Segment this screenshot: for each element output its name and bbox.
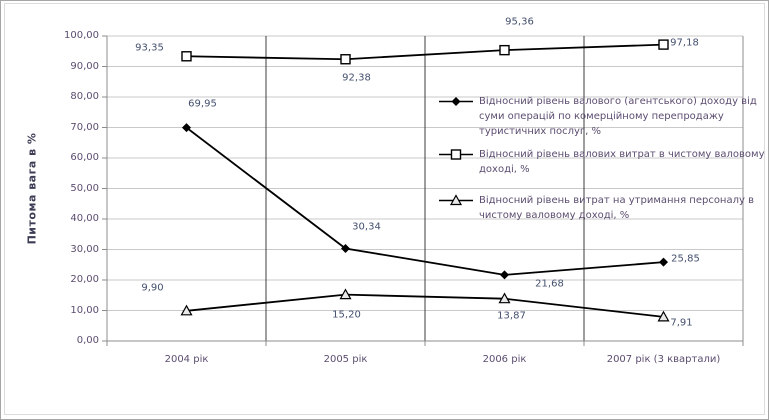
square-open-marker <box>499 44 510 56</box>
square-open-marker <box>181 51 192 62</box>
y-axis-title: Питома вага в % <box>25 132 39 245</box>
data-label: 97,18 <box>670 37 699 49</box>
triangle-open-marker <box>339 288 352 300</box>
y-tick-label: 60,00 <box>70 152 99 163</box>
data-label: 15,20 <box>332 309 361 321</box>
x-axis-label: 2004 рік <box>164 354 209 365</box>
y-tick-label: 0,00 <box>76 335 99 346</box>
chart-canvas <box>102 35 744 346</box>
x-axis-label: 2007 рік (3 квартали) <box>606 354 721 365</box>
legend-item: Відносний рівень валового (агентського) … <box>439 94 768 139</box>
series-line <box>186 43 664 61</box>
square-open-marker <box>340 54 351 65</box>
y-tick-label: 100,00 <box>64 30 99 41</box>
diamond-filled-legend-icon <box>439 97 473 106</box>
y-tick-label: 80,00 <box>70 91 99 102</box>
data-label: 21,68 <box>535 278 564 290</box>
diamond-filled-marker <box>659 257 668 267</box>
data-label: 9,90 <box>141 282 164 294</box>
plot-area <box>102 35 744 346</box>
data-label: 95,36 <box>505 16 534 28</box>
diamond-filled-marker <box>341 243 350 253</box>
y-tick-label: 30,00 <box>70 243 99 255</box>
y-tick-label: 10,00 <box>70 304 99 316</box>
y-tick-label: 40,00 <box>70 213 99 224</box>
legend-label: Відносний рівень валового (агентського) … <box>479 96 757 137</box>
square-open-marker <box>658 39 669 50</box>
triangle-open-marker <box>657 310 670 322</box>
y-tick-label: 70,00 <box>70 121 99 133</box>
data-label: 7,91 <box>670 317 693 329</box>
data-label: 92,38 <box>342 72 371 84</box>
triangle-open-marker <box>180 304 193 316</box>
series-line <box>186 293 664 318</box>
x-axis-label: 2005 рік <box>323 354 368 365</box>
data-label: 13,87 <box>497 310 526 322</box>
legend-item: Відносний рівень витрат на утримання пер… <box>439 193 768 223</box>
data-label: 93,35 <box>135 42 164 54</box>
triangle-open-marker <box>449 194 463 206</box>
triangle-open-legend-icon <box>439 194 473 206</box>
series-line <box>185 126 664 276</box>
x-axis-label: 2006 рік <box>482 354 527 365</box>
y-tick-label: 20,00 <box>70 274 99 285</box>
legend-label: Відносний рівень витрат на утримання пер… <box>479 195 754 221</box>
data-label: 30,34 <box>352 221 381 233</box>
y-tick-label: 90,00 <box>70 60 99 72</box>
square-open-marker <box>450 149 462 160</box>
data-label: 69,95 <box>188 98 217 110</box>
triangle-open-marker <box>498 292 511 304</box>
data-label: 25,85 <box>671 253 700 265</box>
legend-label: Відносний рівень валових витрат в чистом… <box>479 149 765 175</box>
diamond-filled-marker <box>500 270 509 280</box>
square-open-legend-icon <box>439 149 473 160</box>
diamond-filled-marker <box>451 97 461 106</box>
legend-item: Відносний рівень валових витрат в чистом… <box>439 147 768 177</box>
y-tick-label: 50,00 <box>70 182 99 194</box>
diamond-filled-marker <box>182 123 191 133</box>
